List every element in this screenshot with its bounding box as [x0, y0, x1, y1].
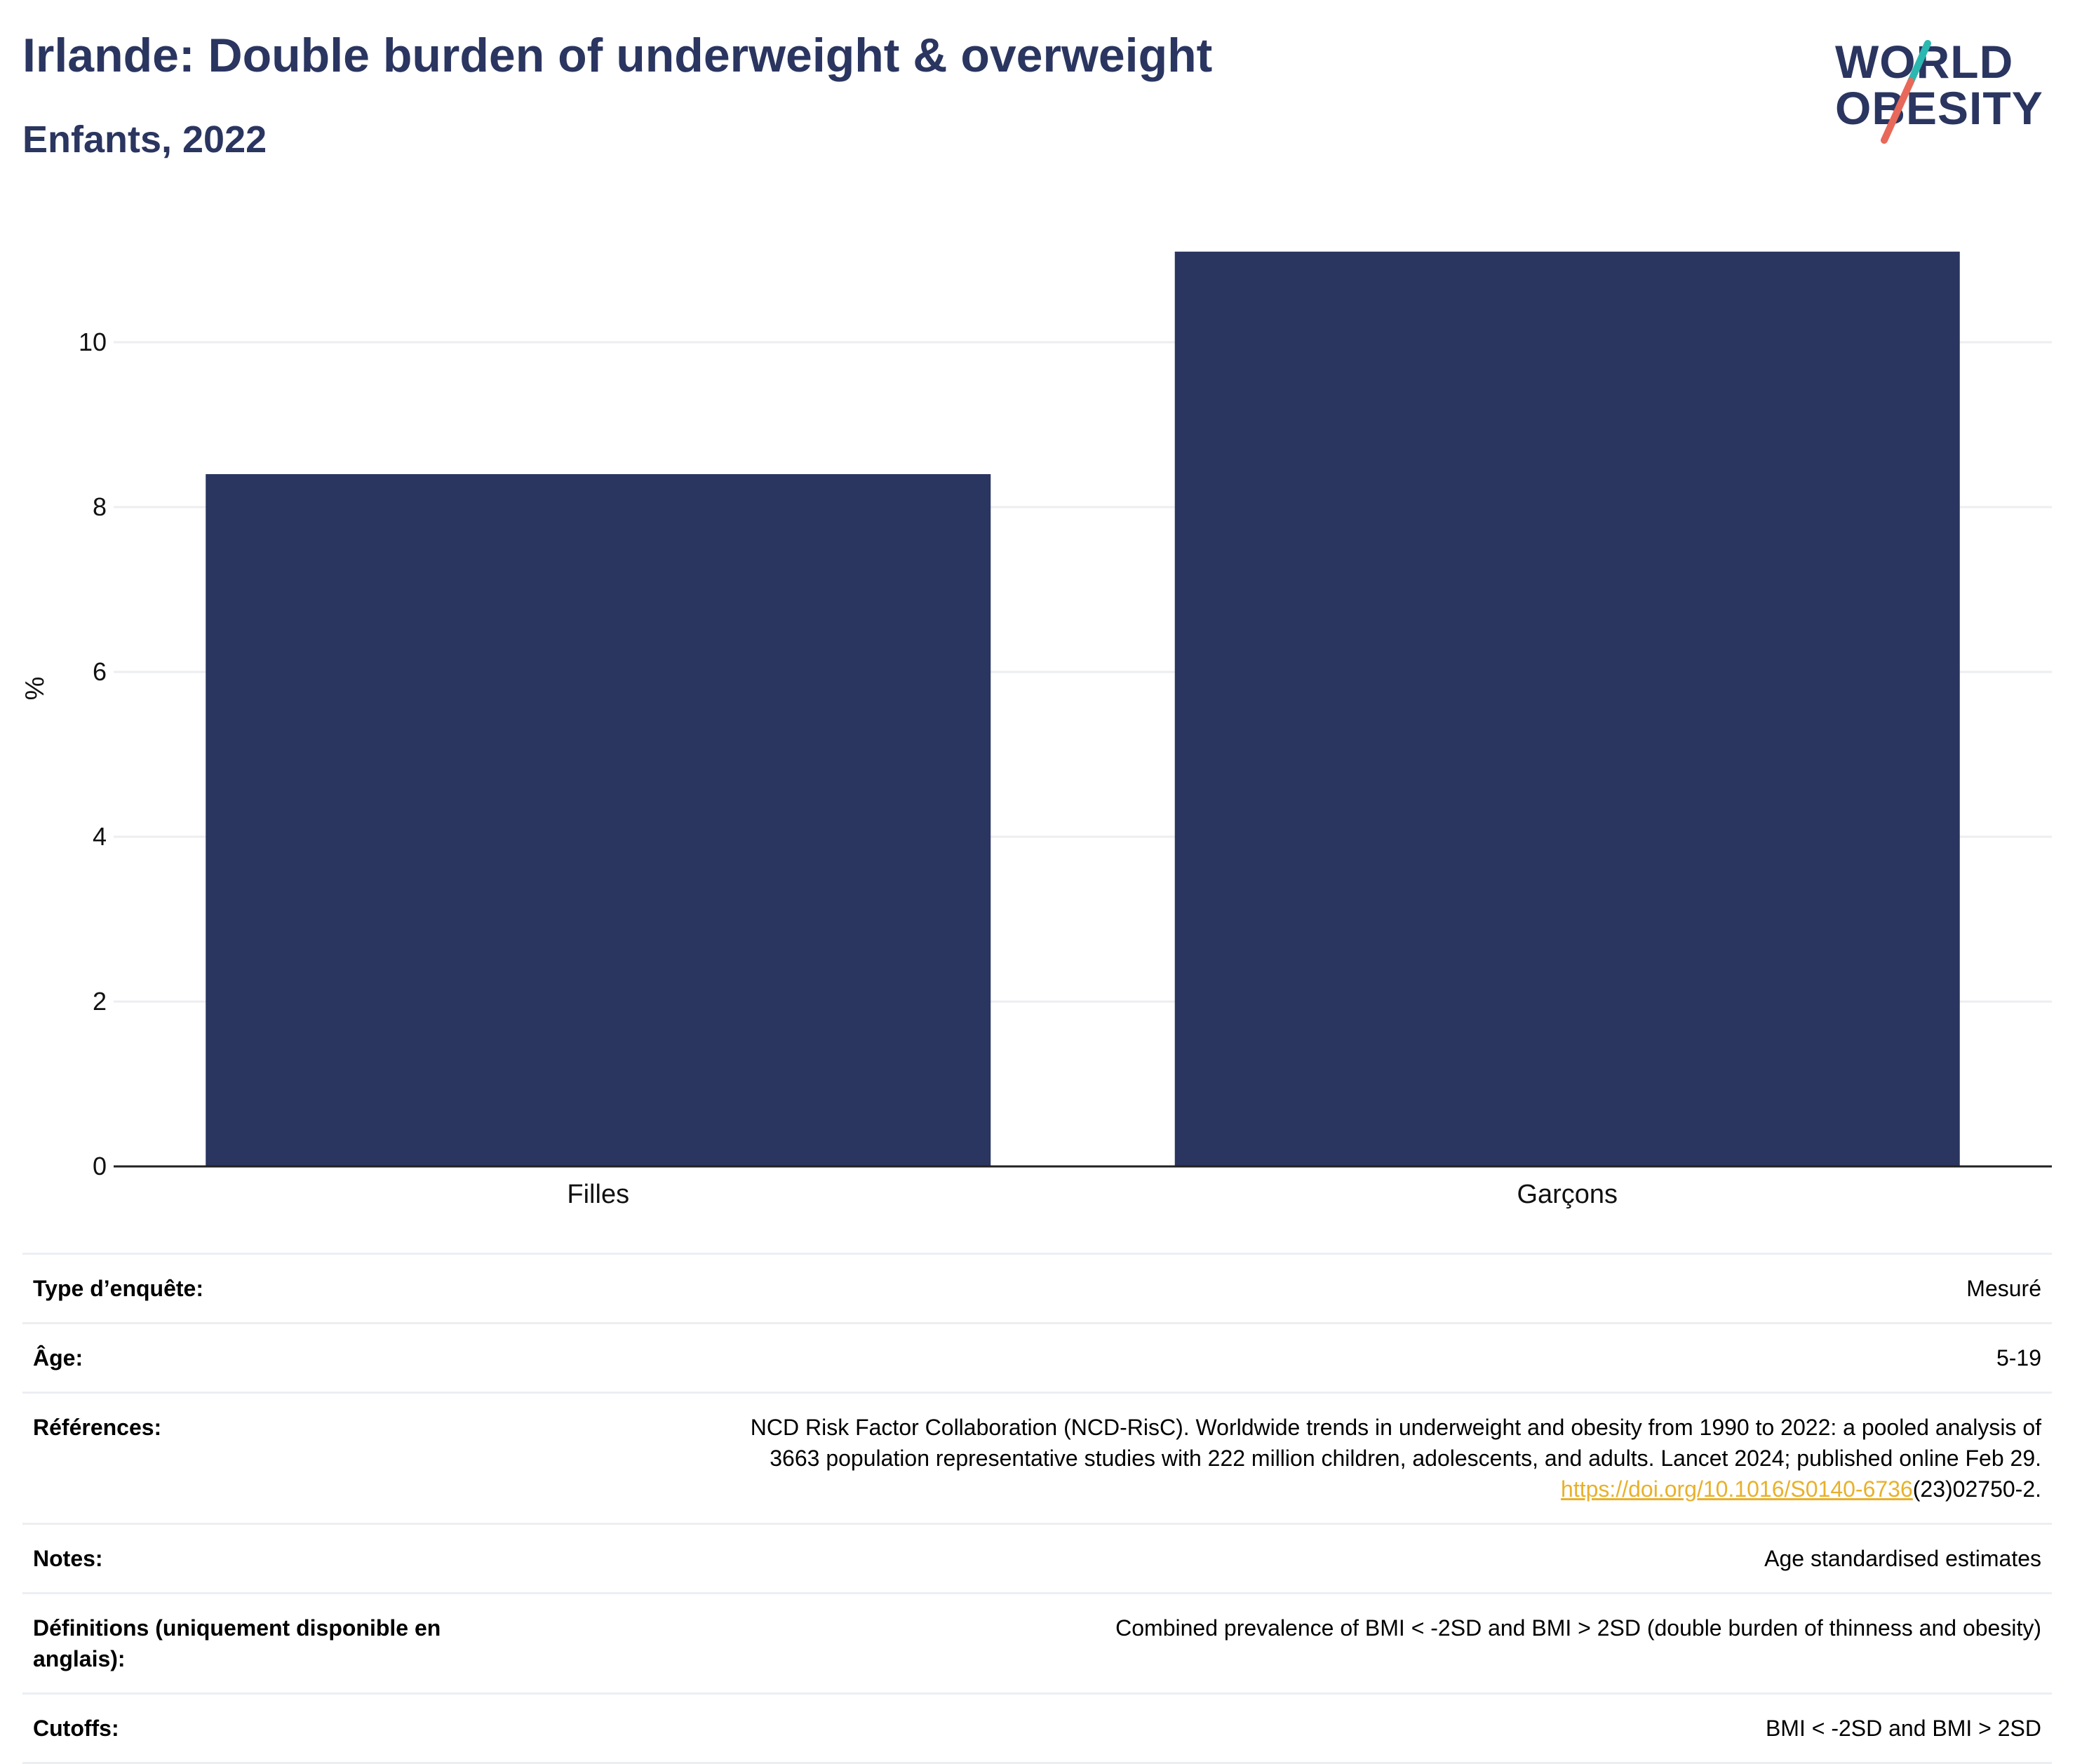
reference-doi-suffix: (23)02750-2.	[1912, 1476, 2041, 1502]
bar	[1174, 251, 1960, 1166]
meta-row-definitions: Définitions (uniquement disponible en an…	[22, 1592, 2052, 1692]
reference-line: NCD Risk Factor Collaboration (NCD-RisC)…	[750, 1415, 2041, 1440]
bar	[206, 474, 991, 1166]
meta-value: Age standardised estimates	[1764, 1546, 2041, 1571]
meta-label: Type d’enquête:	[33, 1276, 203, 1301]
meta-value: Mesuré	[1966, 1276, 2041, 1301]
y-tick-label: 0	[93, 1152, 107, 1180]
meta-row-notes: Notes: Age standardised estimates	[22, 1523, 2052, 1592]
y-tick-label: 10	[79, 328, 107, 356]
meta-label: Âge:	[33, 1345, 83, 1371]
meta-label: Définitions (uniquement disponible en an…	[33, 1615, 441, 1671]
meta-row-cutoffs: Cutoffs: BMI < -2SD and BMI > 2SD	[22, 1692, 2052, 1764]
y-tick-label: 6	[93, 657, 107, 686]
metadata-table: Type d’enquête: Mesuré Âge: 5-19 Référen…	[22, 1253, 2052, 1764]
meta-label: Notes:	[33, 1546, 103, 1571]
x-tick-label: Garçons	[1517, 1180, 1618, 1209]
meta-value: NCD Risk Factor Collaboration (NCD-RisC)…	[510, 1412, 2041, 1504]
meta-row-references: Références: NCD Risk Factor Collaboratio…	[22, 1392, 2052, 1523]
world-obesity-logo: WORLD OBESITY	[1824, 20, 2055, 153]
meta-row-survey-type: Type d’enquête: Mesuré	[22, 1253, 2052, 1322]
x-tick-label: Filles	[567, 1180, 629, 1209]
meta-label: Références:	[33, 1415, 162, 1440]
y-tick-label: 2	[93, 987, 107, 1016]
meta-label: Cutoffs:	[33, 1716, 119, 1741]
meta-value: Combined prevalence of BMI < -2SD and BM…	[1115, 1615, 2041, 1641]
bar-chart: 0 2 4 6 8 10 Filles Garçons%	[20, 251, 2052, 1209]
chart-title: Irlande: Double burden of underweight & …	[22, 29, 1213, 82]
reference-line: https://doi.org/10.1016/S0140-6736(23)02…	[510, 1474, 2041, 1504]
y-axis-label: %	[20, 677, 50, 701]
meta-value: BMI < -2SD and BMI > 2SD	[1765, 1716, 2041, 1741]
reference-doi-link[interactable]: https://doi.org/10.1016/S0140-6736	[1561, 1476, 1913, 1502]
logo-text-line2: OBESITY	[1835, 82, 2043, 134]
reference-line: 3663 population representative studies w…	[770, 1446, 2041, 1471]
y-tick-label: 8	[93, 492, 107, 521]
meta-row-age: Âge: 5-19	[22, 1322, 2052, 1392]
logo-slash-icon	[1881, 40, 1931, 144]
chart-subtitle: Enfants, 2022	[22, 119, 267, 161]
y-tick-label: 4	[93, 822, 107, 851]
meta-value: 5-19	[1996, 1345, 2041, 1371]
